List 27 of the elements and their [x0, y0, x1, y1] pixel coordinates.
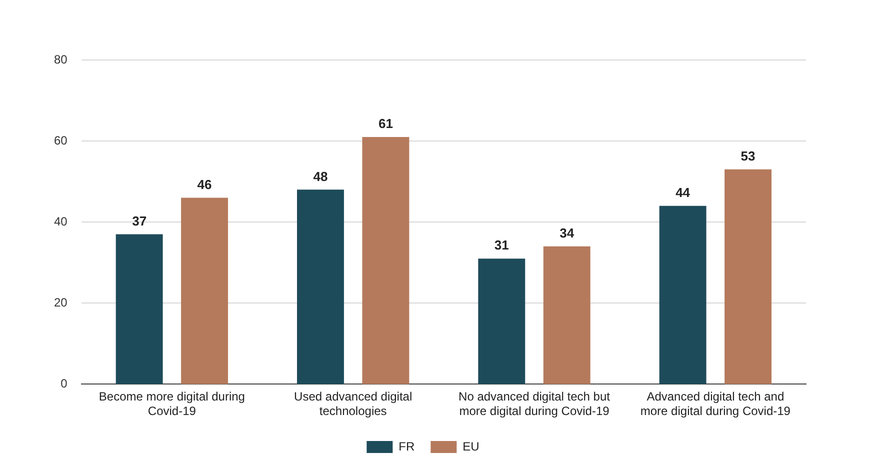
y-tick-label: 60	[54, 133, 68, 148]
data-label: 44	[676, 184, 691, 200]
y-tick-label: 0	[60, 376, 68, 391]
y-tick-label: 40	[54, 214, 68, 228]
y-tick-label: 20	[54, 295, 68, 310]
y-tick-label: 80	[54, 52, 68, 66]
data-label: 61	[378, 116, 393, 132]
bar	[362, 137, 410, 384]
legend-label: EU	[462, 439, 480, 454]
bar	[478, 258, 526, 384]
bar	[659, 206, 706, 384]
data-label: 31	[494, 238, 509, 253]
data-label: 48	[313, 168, 328, 184]
bar	[116, 234, 163, 384]
x-tick-label: Become more digital during Covid-19	[98, 390, 245, 418]
bar	[181, 198, 228, 384]
data-label: 37	[132, 213, 147, 228]
legend-label: FR	[398, 439, 415, 454]
data-label: 53	[740, 148, 756, 164]
bar	[543, 246, 590, 384]
data-label: 34	[560, 225, 575, 240]
x-tick-label: Used advanced digital technologies	[294, 390, 412, 418]
bar	[724, 169, 772, 384]
x-tick-label: No advanced digital tech but more digital during Covid-19	[458, 390, 611, 418]
bar	[297, 190, 344, 384]
x-tick-label: Advanced digital tech and more digital during Covid-19	[640, 390, 791, 418]
data-label: 46	[197, 176, 212, 192]
